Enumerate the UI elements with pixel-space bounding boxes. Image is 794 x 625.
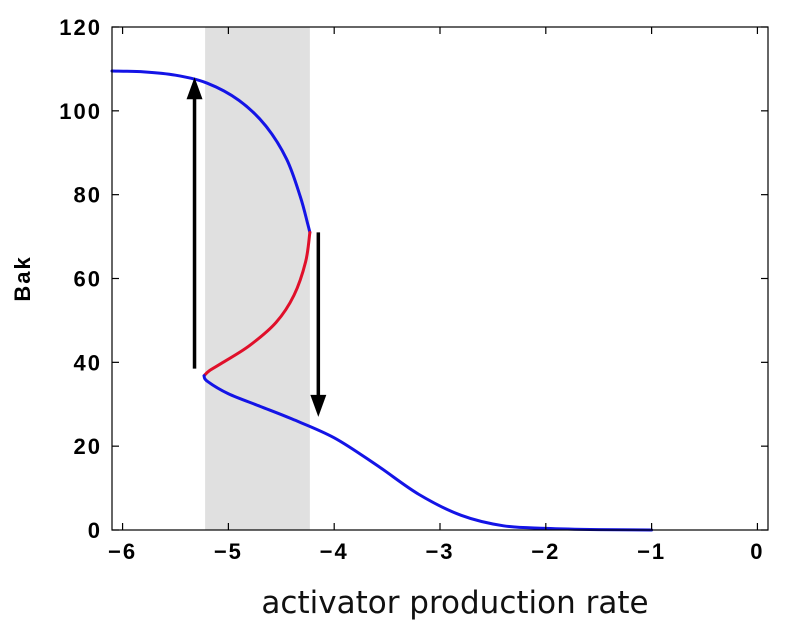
arrow-layer [186,77,327,417]
tick-layer: −6 −5 −4 −3 −2 −1 0 0 20 40 60 80 100 120 [59,15,768,564]
x-tick-label: −4 [320,539,349,564]
x-tick-label: −6 [108,539,137,564]
y-tick-label: 120 [59,15,102,40]
y-axis-title: Bak [10,255,35,301]
arrow-down-head [310,394,327,417]
x-tick-label: −5 [214,539,243,564]
x-tick-label: −3 [425,539,454,564]
y-tick-label: 80 [74,183,102,208]
bistable-region-layer [205,27,310,530]
y-tick-label: 40 [74,350,102,375]
x-tick-label: −1 [637,539,666,564]
x-tick-label: 0 [750,539,764,564]
arrow-up-head [186,77,203,100]
y-tick-label: 20 [74,434,102,459]
bistable-region [205,27,310,530]
curve-branch-1 [110,69,312,234]
y-tick-label: 60 [74,267,102,292]
y-tick-label: 100 [59,99,102,124]
curve-branch-2 [202,230,312,378]
x-axis-title: activator production rate [261,585,648,621]
y-tick-label: 0 [88,518,102,543]
x-tick-label: −2 [531,539,560,564]
